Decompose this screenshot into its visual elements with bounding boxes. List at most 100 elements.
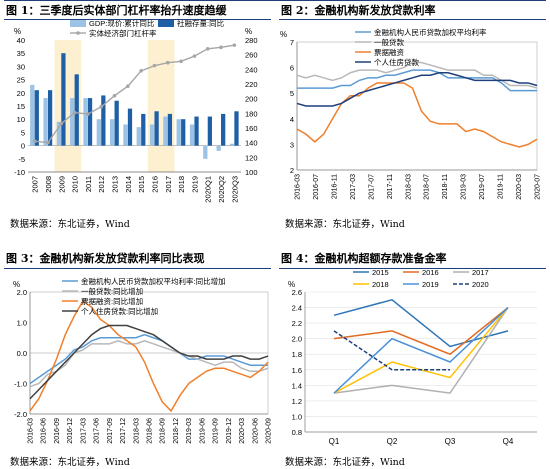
legend-label: 2020 [472, 280, 489, 289]
y-tick-label: 6 [290, 64, 294, 73]
x-tick-label: 2017-03 [80, 418, 87, 444]
x-tick-label: Q4 [503, 437, 514, 446]
bar-tsf [141, 113, 146, 146]
bar-gdp [136, 127, 141, 146]
series-line-1 [296, 61, 538, 89]
bar-tsf [194, 116, 199, 146]
leverage-point [59, 121, 64, 126]
bar-gdp [203, 145, 208, 159]
x-tick-label: 2018-07 [424, 174, 431, 200]
y-right-tick-label: 120 [245, 153, 258, 162]
bar-gdp [70, 98, 75, 146]
y-tick-label: 2.2 [292, 319, 302, 328]
y-tick-label: 4 [290, 115, 294, 124]
bar-tsf [234, 111, 239, 146]
chart-1-svg: -10 -5 0 5 10 15 20 25 30 35 40 100 120 140 160 180 200 2… [14, 18, 258, 203]
y-tick-label: 1.0 [17, 319, 27, 328]
leverage-point [205, 47, 210, 51]
y-tick-label: -1.0 [14, 380, 27, 389]
highlight-band [147, 40, 162, 172]
chart-4-svg: 0.8 1.0 1.2 1.4 1.6 1.8 2.0 2.2 2.4 2.6% Q1 Q2 Q3 Q4 2… [288, 268, 537, 446]
bar-tsf [154, 111, 159, 146]
y-left-tick-label: -10 [14, 168, 25, 177]
y-tick-label: 3 [290, 140, 294, 149]
legend-marker [76, 31, 80, 35]
x-tick-label: 2018-03 [133, 418, 140, 444]
bar-gdp [149, 124, 155, 146]
panel-3-source: 数据来源：东北证券，Wind [10, 457, 130, 468]
leverage-point [112, 93, 117, 98]
series-line-3 [29, 324, 269, 400]
bar-gdp [43, 98, 48, 146]
bar-gdp [189, 124, 195, 146]
series-line-1 [333, 306, 509, 356]
y-tick-label: -2.0 [14, 410, 27, 419]
y-right-tick-label: 260 [245, 51, 258, 60]
leverage-point [32, 139, 37, 143]
y-right-tick-label: 160 [245, 124, 258, 133]
x-tick-label: Q2 [387, 437, 398, 446]
y-axis-label: % [288, 280, 295, 289]
x-tick-label: 2016-11 [331, 174, 338, 199]
x-tick-label: 2020Q3 [230, 176, 239, 203]
legend-label: 2019 [422, 280, 439, 289]
panel-2-source: 数据来源：东北证券，Wind [285, 219, 405, 230]
bar-tsf [101, 95, 106, 146]
y-left-tick-label: 10 [17, 115, 25, 124]
bar-tsf [47, 90, 53, 146]
bar-tsf [181, 119, 186, 146]
legend-label: 票据融资 [374, 47, 404, 57]
x-tick-label: 2019-07 [479, 174, 486, 200]
x-tick-label: 2016-03 [295, 174, 302, 200]
x-tick-label: 2016-12 [67, 418, 74, 444]
x-tick-label: 2018-11 [442, 174, 449, 199]
y-left-tick-label: 35 [17, 49, 25, 58]
y-tick-label: 7 [290, 38, 294, 47]
series-line-3 [296, 71, 538, 107]
x-tick-label: 2017-12 [120, 418, 127, 444]
leverage-point [179, 59, 183, 64]
series-line-2 [333, 307, 509, 394]
x-tick-label: 2019 [190, 176, 199, 193]
leverage-point [192, 54, 197, 58]
legend-label: 金融机构人民币贷款加权平均利率:同比增加 [81, 276, 226, 286]
bar-gdp [123, 124, 128, 146]
x-tick-label: 2007 [31, 176, 40, 193]
leverage-point [139, 69, 143, 73]
y-right-tick-label: 200 [245, 95, 258, 104]
legend-label: 实体经济部门杠杆率 [89, 28, 157, 38]
bar-gdp [83, 98, 88, 146]
panel-2-rule [279, 19, 546, 20]
legend-label: 一般贷款:同比增加 [81, 286, 143, 296]
panel-1: 图 1：三季度后实体部门杠杆率抬升速度趋缓 -10 -5 0 5 10 15 20 25 30 3… [0, 0, 275, 234]
leverage-point [165, 60, 170, 65]
x-tick-label: 2018-12 [173, 418, 180, 444]
bar-tsf [167, 113, 173, 146]
x-tick-label: 2014 [124, 176, 133, 193]
bar-tsf [34, 90, 39, 146]
y-tick-label: 1.2 [292, 397, 302, 406]
x-tick-label: 2016-06 [41, 418, 48, 444]
legend-swatch [70, 20, 86, 27]
panel-4: 图 4：金融机构超额存款准备金率 0.8 1.0 1.2 1.4 1.6 1.8 2.0 2.… [275, 236, 550, 469]
x-tick-label: 2015 [137, 176, 146, 193]
leverage-point [126, 84, 130, 88]
x-tick-label: 2019-03 [186, 418, 193, 444]
panel-4-rule [279, 268, 546, 269]
x-tick-label: 2017 [164, 176, 173, 193]
x-tick-label: 2016-09 [54, 418, 61, 444]
y-right-tick-label: 100 [245, 168, 258, 177]
series-line-2 [29, 300, 269, 413]
x-tick-label: 2019-11 [498, 174, 505, 199]
legend-label: 一般贷款 [374, 37, 404, 47]
series-line-5 [333, 330, 450, 371]
y-tick-label: 0.0 [17, 349, 27, 358]
y-left-tick-label: 20 [17, 89, 25, 98]
y-tick-label: 1.0 [292, 412, 302, 421]
leverage-point [152, 63, 157, 68]
panel-1-rule [4, 19, 271, 20]
y-tick-label: 2.0 [292, 335, 302, 344]
leverage-point [86, 112, 90, 116]
y-right-tick-label: 140 [245, 139, 258, 148]
y-left-tick-label: 40 [17, 36, 25, 45]
